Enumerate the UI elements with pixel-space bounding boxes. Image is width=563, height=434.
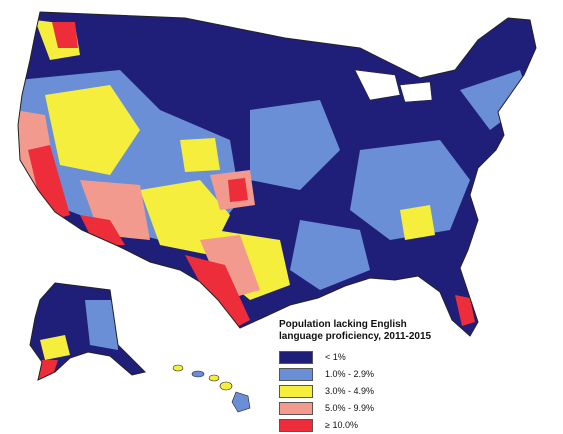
legend-swatch-ge10	[279, 418, 313, 432]
legend-item-3-4.9: 3.0% - 4.9%	[279, 383, 439, 399]
legend-title-line-2: language proficiency, 2011-2015	[279, 331, 432, 342]
region-socal-red	[28, 145, 70, 222]
legend-item-lt1: < 1%	[279, 349, 439, 365]
legend-label-3-4.9: 3.0% - 4.9%	[325, 386, 375, 396]
hawaii-kauai	[172, 364, 184, 372]
region-southwest-yellow	[140, 180, 230, 255]
region-yakima-red	[52, 22, 78, 48]
legend-item-5-9.9: 5.0% - 9.9%	[279, 400, 439, 416]
region-miami-red	[455, 295, 475, 326]
alaska-southeast-blue	[85, 300, 118, 350]
lake-michigan	[354, 69, 401, 101]
hawaii-maui	[219, 381, 233, 391]
legend-item-ge10: ≥ 10.0%	[279, 417, 439, 433]
region-rio-grande-red	[185, 255, 250, 328]
alaska-outline	[29, 282, 146, 381]
region-southeast-blue	[350, 140, 470, 240]
legend-title-line-1: Population lacking English	[279, 319, 407, 330]
region-colorado-yellow	[180, 138, 220, 172]
legend-label-ge10: ≥ 10.0%	[325, 420, 358, 430]
legend-swatch-lt1	[279, 350, 313, 364]
hawaii-islands	[172, 364, 251, 413]
region-swkansas-red	[228, 178, 248, 202]
legend-label-5-9.9: 5.0% - 9.9%	[325, 403, 375, 413]
alaska-yellow	[40, 335, 70, 360]
legend-swatch-3-4.9	[279, 384, 313, 398]
region-plains-blue	[250, 100, 340, 190]
alaska-regions	[30, 283, 145, 380]
lake-huron	[399, 81, 433, 103]
map-legend: Population lacking English language prof…	[279, 319, 439, 434]
legend-item-1-2.9: 1.0% - 2.9%	[279, 366, 439, 382]
hawaii-oahu	[191, 370, 205, 378]
legend-label-1-2.9: 1.0% - 2.9%	[325, 369, 375, 379]
legend-swatch-5-9.9	[279, 401, 313, 415]
conus-outline	[17, 11, 537, 337]
legend-items: < 1% 1.0% - 2.9% 3.0% - 4.9% 5.0% - 9.9%…	[279, 349, 439, 433]
hawaii-big-island	[231, 391, 251, 413]
region-northeast-blue	[460, 70, 530, 130]
region-gulf-blue	[290, 220, 370, 290]
hawaii-molokai	[208, 374, 220, 382]
alaska-base	[30, 283, 145, 380]
legend-swatch-1-2.9	[279, 367, 313, 381]
region-nevada-yellow	[45, 85, 140, 175]
region-westtexas-pink	[200, 235, 260, 300]
region-georgia-yellow	[400, 205, 435, 240]
legend-label-lt1: < 1%	[325, 352, 346, 362]
